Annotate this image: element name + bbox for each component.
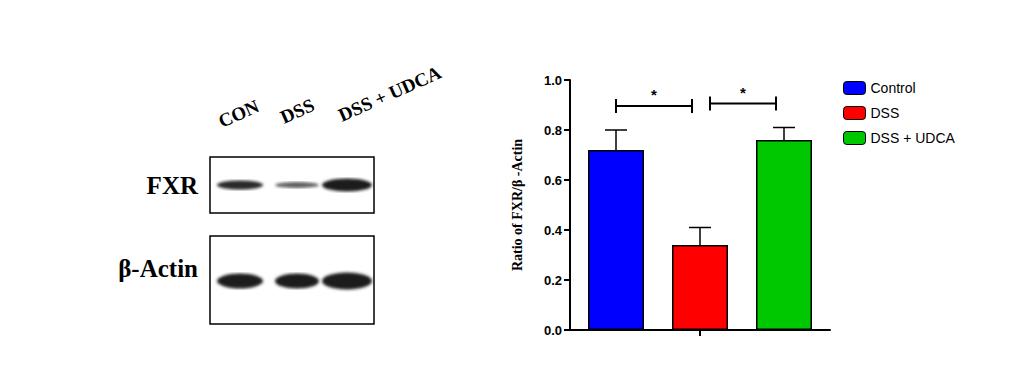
svg-text:Control: Control bbox=[871, 80, 916, 96]
svg-text:0.2: 0.2 bbox=[544, 273, 562, 288]
svg-text:Ratio of FXR/β -Actin: Ratio of FXR/β -Actin bbox=[510, 139, 525, 271]
svg-text:DSS + UDCA: DSS + UDCA bbox=[871, 130, 956, 146]
svg-text:1.0: 1.0 bbox=[544, 73, 562, 88]
svg-text:0.0: 0.0 bbox=[544, 323, 562, 338]
svg-text:*: * bbox=[740, 84, 746, 101]
svg-text:*: * bbox=[651, 86, 657, 103]
svg-text:DSS: DSS bbox=[277, 94, 317, 127]
svg-text:FXR: FXR bbox=[147, 172, 199, 199]
svg-text:CON: CON bbox=[215, 95, 262, 131]
svg-text:DSS + UDCA: DSS + UDCA bbox=[335, 62, 444, 126]
svg-text:β-Actin: β-Actin bbox=[118, 255, 198, 282]
svg-text:0.4: 0.4 bbox=[544, 223, 563, 238]
svg-text:0.6: 0.6 bbox=[544, 173, 562, 188]
svg-text:0.8: 0.8 bbox=[544, 123, 562, 138]
svg-text:DSS: DSS bbox=[871, 105, 900, 121]
